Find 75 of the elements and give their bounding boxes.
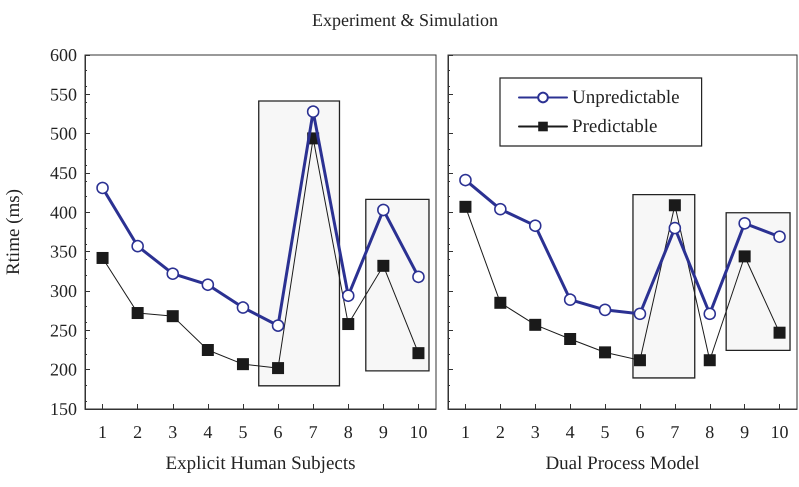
- x-tick-label: 7: [670, 422, 680, 442]
- point: [529, 318, 542, 331]
- point: [166, 310, 179, 322]
- y-tick-label: 550: [50, 84, 77, 104]
- y-tick-label: 400: [50, 202, 77, 222]
- point: [738, 250, 751, 262]
- y-tick-label: 600: [50, 45, 77, 65]
- y-tick-label: 450: [50, 163, 77, 183]
- point: [494, 202, 507, 216]
- point: [342, 318, 354, 330]
- x-tick-label: 10: [409, 422, 428, 442]
- point: [377, 260, 390, 272]
- x-tick-label: 4: [203, 422, 212, 442]
- point: [774, 326, 786, 339]
- point: [564, 332, 576, 345]
- point: [131, 240, 144, 252]
- x-tick-label: 9: [740, 422, 750, 442]
- point: [634, 354, 646, 366]
- x-tick-label: 4: [566, 422, 575, 442]
- point: [96, 252, 109, 264]
- point: [342, 289, 355, 302]
- x-tick-label: 6: [274, 422, 283, 442]
- point: [773, 230, 786, 244]
- x-axis-title: Dual Process Model: [545, 453, 700, 474]
- legend-label: Unpredictable: [572, 87, 680, 108]
- x-tick-label: 2: [133, 422, 142, 442]
- point: [738, 217, 751, 230]
- point: [272, 362, 284, 374]
- x-tick-label: 8: [344, 422, 353, 442]
- y-tick-label: 500: [50, 124, 77, 144]
- point: [599, 346, 612, 358]
- x-tick-label: 1: [98, 422, 108, 442]
- point: [668, 222, 682, 234]
- x-tick-label: 5: [600, 422, 610, 442]
- point: [272, 319, 284, 332]
- x-tick-label: 10: [770, 422, 789, 442]
- x-tick-label: 6: [635, 422, 644, 442]
- x-axis-title: Explicit Human Subjects: [166, 453, 356, 474]
- point: [236, 358, 249, 370]
- point: [564, 293, 576, 306]
- x-tick-label: 8: [705, 422, 714, 442]
- point: [704, 354, 716, 366]
- point: [202, 344, 214, 356]
- legend-label: Predictable: [572, 116, 658, 137]
- point: [459, 174, 472, 186]
- point: [236, 301, 250, 314]
- chart-title: Experiment & Simulation: [312, 10, 498, 30]
- x-tick-label: 7: [308, 422, 318, 442]
- y-tick-label: 250: [50, 320, 77, 340]
- x-tick-label: 1: [460, 422, 470, 442]
- point: [166, 267, 180, 280]
- point: [96, 182, 109, 194]
- y-axis-title: Rtime (ms): [3, 188, 24, 276]
- point: [377, 204, 390, 216]
- point: [668, 199, 681, 212]
- point: [132, 307, 144, 320]
- point: [412, 270, 425, 284]
- y-tick-label: 350: [50, 242, 77, 262]
- point: [412, 347, 424, 360]
- y-tick-label: 150: [50, 399, 77, 419]
- point: [494, 296, 506, 309]
- point: [528, 219, 542, 232]
- point: [703, 308, 716, 320]
- point: [202, 278, 214, 292]
- x-tick-label: 2: [496, 422, 505, 442]
- x-tick-label: 5: [238, 422, 248, 442]
- x-tick-label: 3: [530, 422, 540, 442]
- x-tick-label: 9: [378, 422, 388, 442]
- point: [598, 304, 612, 316]
- point: [634, 308, 646, 320]
- y-tick-label: 200: [50, 360, 77, 380]
- y-tick-label: 300: [50, 281, 77, 301]
- x-tick-label: 3: [168, 422, 178, 442]
- point: [306, 105, 320, 118]
- point: [459, 200, 472, 213]
